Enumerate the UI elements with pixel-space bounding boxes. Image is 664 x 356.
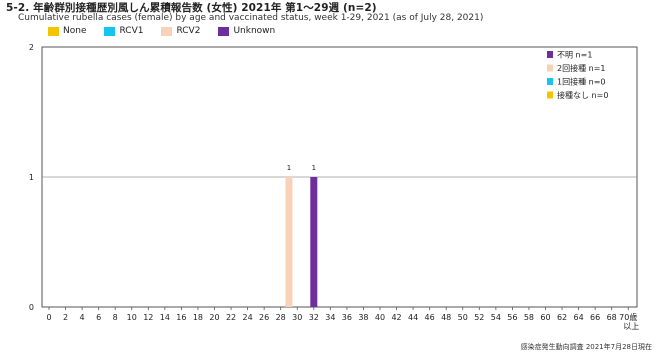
x-tick-label: 60 [540,313,550,322]
x-tick-label: 56 [507,313,517,322]
bar-unknown [310,177,318,307]
x-tick-label: 48 [441,313,451,322]
top-legend: None RCV1 RCV2 Unknown [48,25,293,37]
source-note: 感染症発生動向調査 2021年7月28日現在 [520,343,652,351]
x-tick-label: 8 [113,313,118,322]
x-tick-label: 24 [243,313,253,322]
inner-legend-swatch [547,78,553,85]
y-tick-label: 2 [29,43,34,52]
chart-subtitle: Cumulative rubella cases (female) by age… [18,13,484,23]
bar-data-label: 1 [287,164,291,172]
x-tick-label: 18 [193,313,203,322]
x-tick-label: 2 [63,313,68,322]
x-tick-label: 34 [325,313,335,322]
chart-title: 5-2. 年齢群別接種歴別風しん累積報告数 (女性) 2021年 第1～29週 … [6,2,377,14]
x-tick-label: 0 [46,313,51,322]
legend-swatch-unknown [218,26,230,36]
x-tick-label: 54 [491,313,501,322]
legend-label-none: None [63,26,87,36]
x-tick-label: 52 [474,313,484,322]
y-tick-label: 1 [29,173,34,182]
x-tick-label: 36 [342,313,352,322]
legend-item-rcv2: RCV2 [161,26,200,36]
legend-item-unknown: Unknown [218,26,275,36]
x-tick-label: 16 [176,313,186,322]
legend-item-rcv1: RCV1 [104,26,143,36]
x-tick-label: 46 [425,313,435,322]
inner-legend-label: 1回接種 n=0 [557,77,606,87]
bar-data-label: 1 [312,164,316,172]
x-tick-label: 38 [358,313,368,322]
inner-legend-swatch [547,64,553,72]
bar-rcv2 [285,177,293,307]
x-tick-label: 20 [209,313,219,322]
x-tick-label: 32 [309,313,319,322]
x-tick-label: 40 [375,313,385,322]
x-tick-label: 42 [391,313,401,322]
x-tick-label: 58 [524,313,534,322]
legend-swatch-rcv2 [161,26,173,36]
x-tick-label: 30 [292,313,302,322]
inner-legend-swatch [547,91,553,99]
x-tick-label: 22 [226,313,236,322]
x-tick-label: 70歳 [619,312,637,322]
x-tick-label: 12 [143,313,153,322]
x-tick-label: 66 [590,313,600,322]
inner-legend-swatch [547,51,553,58]
legend-label-rcv1: RCV1 [119,26,144,36]
x-tick-label: 50 [458,313,468,322]
inner-legend-label: 接種なし n=0 [557,90,608,100]
inner-legend-label: 2回接種 n=1 [557,63,606,73]
legend-swatch-rcv1 [104,26,116,36]
x-tick-label: 68 [607,313,617,322]
legend-swatch-none [48,26,59,36]
x-tick-label: 4 [80,313,85,322]
x-tick-suffix: 以上 [623,322,639,331]
x-tick-label: 10 [127,313,137,322]
x-tick-label: 64 [574,313,584,322]
x-tick-label: 14 [160,313,170,322]
legend-label-unknown: Unknown [233,26,276,36]
x-tick-label: 26 [259,313,269,322]
x-tick-label: 62 [557,313,567,322]
legend-label-rcv2: RCV2 [176,26,201,36]
x-tick-label: 6 [96,313,101,322]
legend-item-none: None [48,26,86,36]
y-tick-label: 0 [29,303,34,312]
inner-legend-label: 不明 n=1 [557,51,592,60]
x-tick-label: 28 [276,313,286,322]
x-tick-label: 44 [408,313,418,322]
